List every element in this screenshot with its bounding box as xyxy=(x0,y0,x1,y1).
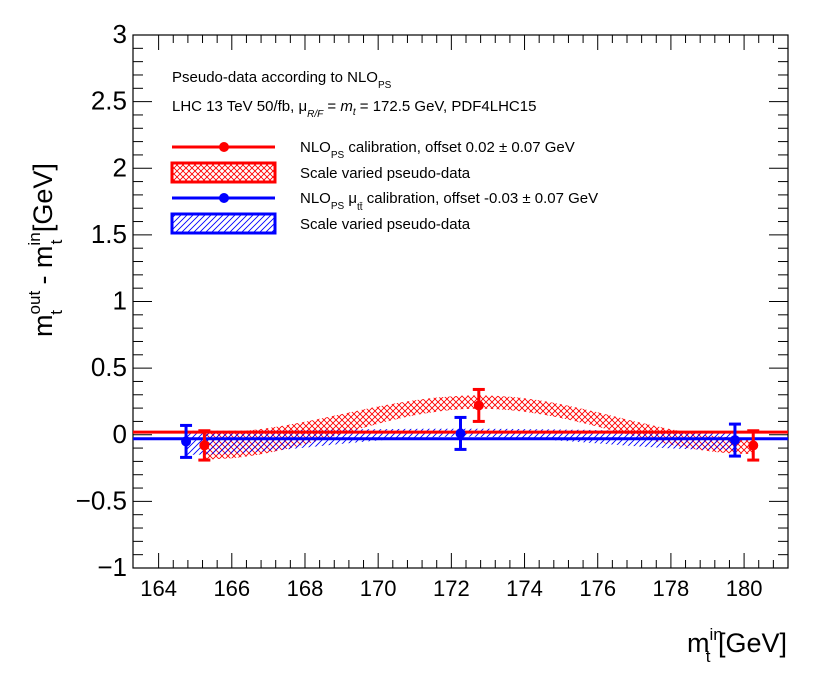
legend-band-swatch-red xyxy=(170,161,277,184)
data-point-blue xyxy=(181,436,192,447)
y-axis-label: mout t - min t [GeV] xyxy=(25,163,66,337)
legend-label-blue-calibration: NLOPS μtt̄ calibration, offset -0.03 ± 0… xyxy=(300,190,598,213)
x-tick-label: 176 xyxy=(579,576,616,601)
y-tick-label: 0.5 xyxy=(91,352,127,382)
x-tick-label: 172 xyxy=(433,576,470,601)
y-tick-labels: −1 −0.5 0 0.5 1 1.5 2 2.5 3 xyxy=(76,19,127,582)
legend-marker-dot-blue xyxy=(219,193,229,203)
data-points xyxy=(180,387,760,462)
annotation-lhc-settings: LHC 13 TeV 50/fb, μR/F = mt = 172.5 GeV,… xyxy=(172,98,536,120)
x-tick-label: 180 xyxy=(726,576,763,601)
y-tick-label: 2.5 xyxy=(91,86,127,116)
y-tick-label: 3 xyxy=(113,19,127,49)
scale-varied-band-blue xyxy=(186,428,735,455)
data-point-red xyxy=(748,440,759,451)
data-point-red xyxy=(199,440,210,451)
data-point-red xyxy=(473,400,484,411)
x-tick-label: 178 xyxy=(653,576,690,601)
x-tick-label: 166 xyxy=(213,576,250,601)
legend: NLOPS calibration, offset 0.02 ± 0.07 Ge… xyxy=(170,139,598,235)
y-tick-label: 1 xyxy=(113,286,127,316)
y-tick-label: 1.5 xyxy=(91,219,127,249)
legend-label-blue-scale-varied: Scale varied pseudo-data xyxy=(300,216,471,233)
data-point-blue xyxy=(455,428,466,439)
legend-label-red-calibration: NLOPS calibration, offset 0.02 ± 0.07 Ge… xyxy=(300,139,575,161)
x-tick-label: 168 xyxy=(287,576,324,601)
annotation-pseudo-data: Pseudo-data according to NLOPS xyxy=(172,69,392,91)
axis-ticks xyxy=(133,34,788,569)
x-tick-labels: 164 166 168 170 172 174 176 178 180 xyxy=(140,576,762,601)
legend-band-swatch-blue xyxy=(170,212,277,235)
x-tick-label: 164 xyxy=(140,576,177,601)
legend-label-red-scale-varied: Scale varied pseudo-data xyxy=(300,165,471,182)
y-tick-label: −0.5 xyxy=(76,485,127,515)
y-tick-label: −1 xyxy=(97,552,127,582)
x-tick-label: 174 xyxy=(506,576,543,601)
y-tick-label: 2 xyxy=(113,152,127,182)
y-tick-label: 0 xyxy=(113,419,127,449)
x-axis-label: min t [GeV] xyxy=(687,625,787,666)
data-point-blue xyxy=(729,435,740,446)
legend-marker-dot-red xyxy=(219,142,229,152)
x-tick-label: 170 xyxy=(360,576,397,601)
